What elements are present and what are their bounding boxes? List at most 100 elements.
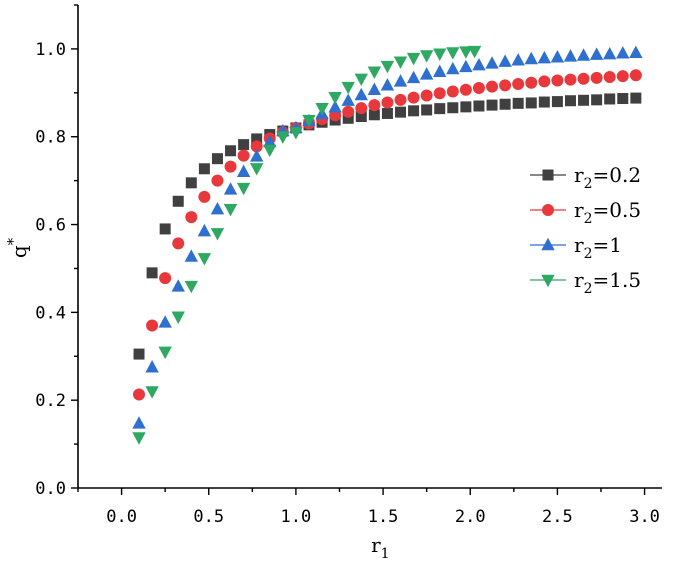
- data-point: [354, 87, 368, 101]
- x-axis-title: r1: [371, 533, 389, 562]
- legend-label: r2=0.2: [574, 163, 641, 192]
- x-tick-label: 0.0: [106, 507, 137, 527]
- data-point: [486, 99, 498, 111]
- data-point: [551, 96, 563, 108]
- data-point: [263, 144, 277, 158]
- data-point: [564, 95, 576, 107]
- data-point: [603, 71, 616, 84]
- y-axis-title: q*: [4, 237, 31, 258]
- data-point: [302, 114, 316, 128]
- data-point: [198, 190, 211, 203]
- data-point: [420, 89, 433, 102]
- legend-item: r2=1: [530, 233, 622, 262]
- data-point: [578, 94, 590, 106]
- legend-marker: [542, 169, 554, 181]
- x-tick-label: 1.5: [368, 507, 399, 527]
- data-point: [251, 133, 263, 145]
- data-point: [564, 73, 577, 86]
- data-point: [171, 311, 185, 324]
- data-point: [249, 149, 264, 162]
- data-point: [159, 272, 172, 285]
- data-point: [211, 174, 224, 187]
- y-tick-label: 0.6: [35, 216, 66, 236]
- data-point: [525, 97, 537, 109]
- data-point: [498, 54, 512, 67]
- y-tick-label: 0.8: [35, 128, 66, 148]
- data-point: [276, 131, 290, 144]
- x-tick-label: 0.5: [193, 507, 224, 527]
- data-point: [446, 61, 460, 75]
- data-point: [133, 388, 146, 401]
- data-point: [433, 48, 447, 61]
- data-point: [354, 73, 368, 86]
- data-point: [524, 51, 538, 65]
- data-point: [630, 92, 642, 104]
- data-point: [393, 56, 408, 69]
- data-point: [419, 67, 434, 80]
- data-point: [380, 60, 395, 74]
- data-point: [289, 127, 303, 140]
- data-point: [342, 112, 354, 124]
- data-point: [486, 80, 499, 93]
- data-point: [512, 97, 524, 109]
- legend-label: r2=1.5: [574, 268, 641, 297]
- data-point: [185, 211, 198, 224]
- data-point: [538, 75, 551, 88]
- data-point: [591, 94, 603, 106]
- y-tick-label: 0.0: [35, 479, 66, 499]
- data-point: [381, 96, 394, 109]
- data-point: [446, 47, 460, 60]
- data-point: [408, 105, 420, 117]
- data-point: [185, 177, 197, 189]
- data-point: [485, 56, 499, 69]
- data-point: [551, 74, 564, 87]
- data-point: [538, 96, 550, 108]
- data-point: [433, 87, 446, 100]
- data-point: [472, 81, 485, 94]
- data-point: [550, 50, 565, 63]
- x-tick-label: 2.5: [542, 507, 573, 527]
- series-3: [132, 45, 482, 445]
- data-point: [224, 160, 237, 173]
- data-point: [459, 46, 473, 59]
- data-point: [328, 100, 342, 113]
- data-point: [394, 93, 407, 106]
- data-point: [225, 145, 237, 157]
- data-point: [419, 50, 434, 63]
- data-point: [395, 106, 407, 118]
- data-point: [617, 93, 629, 105]
- data-point: [171, 279, 185, 292]
- data-point: [407, 91, 420, 104]
- data-point: [447, 102, 459, 114]
- data-point: [590, 71, 603, 84]
- plot-marks: [132, 45, 643, 445]
- data-point: [421, 104, 433, 116]
- data-point: [499, 98, 511, 110]
- x-tick-label: 1.0: [281, 507, 312, 527]
- data-point: [368, 99, 381, 112]
- data-point: [341, 81, 355, 95]
- data-point: [236, 182, 251, 196]
- data-point: [460, 101, 472, 113]
- data-point: [459, 83, 472, 96]
- data-point: [172, 195, 184, 207]
- data-point: [223, 203, 238, 217]
- data-point: [211, 153, 223, 165]
- series-0: [133, 92, 642, 360]
- data-point: [355, 111, 367, 123]
- legend: r2=0.2 r2=0.5 r2=1 r2=1.5: [530, 163, 641, 297]
- data-point: [467, 45, 482, 59]
- axis-titles: r1 q*: [4, 237, 390, 562]
- legend-label: r2=0.5: [574, 198, 641, 227]
- data-point: [159, 223, 171, 235]
- data-point: [433, 64, 447, 77]
- data-point: [210, 228, 225, 241]
- data-point: [368, 109, 380, 121]
- data-point: [472, 57, 486, 71]
- data-point: [184, 280, 199, 294]
- data-point: [145, 360, 159, 373]
- data-point: [511, 53, 525, 66]
- data-point: [459, 59, 473, 73]
- data-point: [158, 315, 172, 328]
